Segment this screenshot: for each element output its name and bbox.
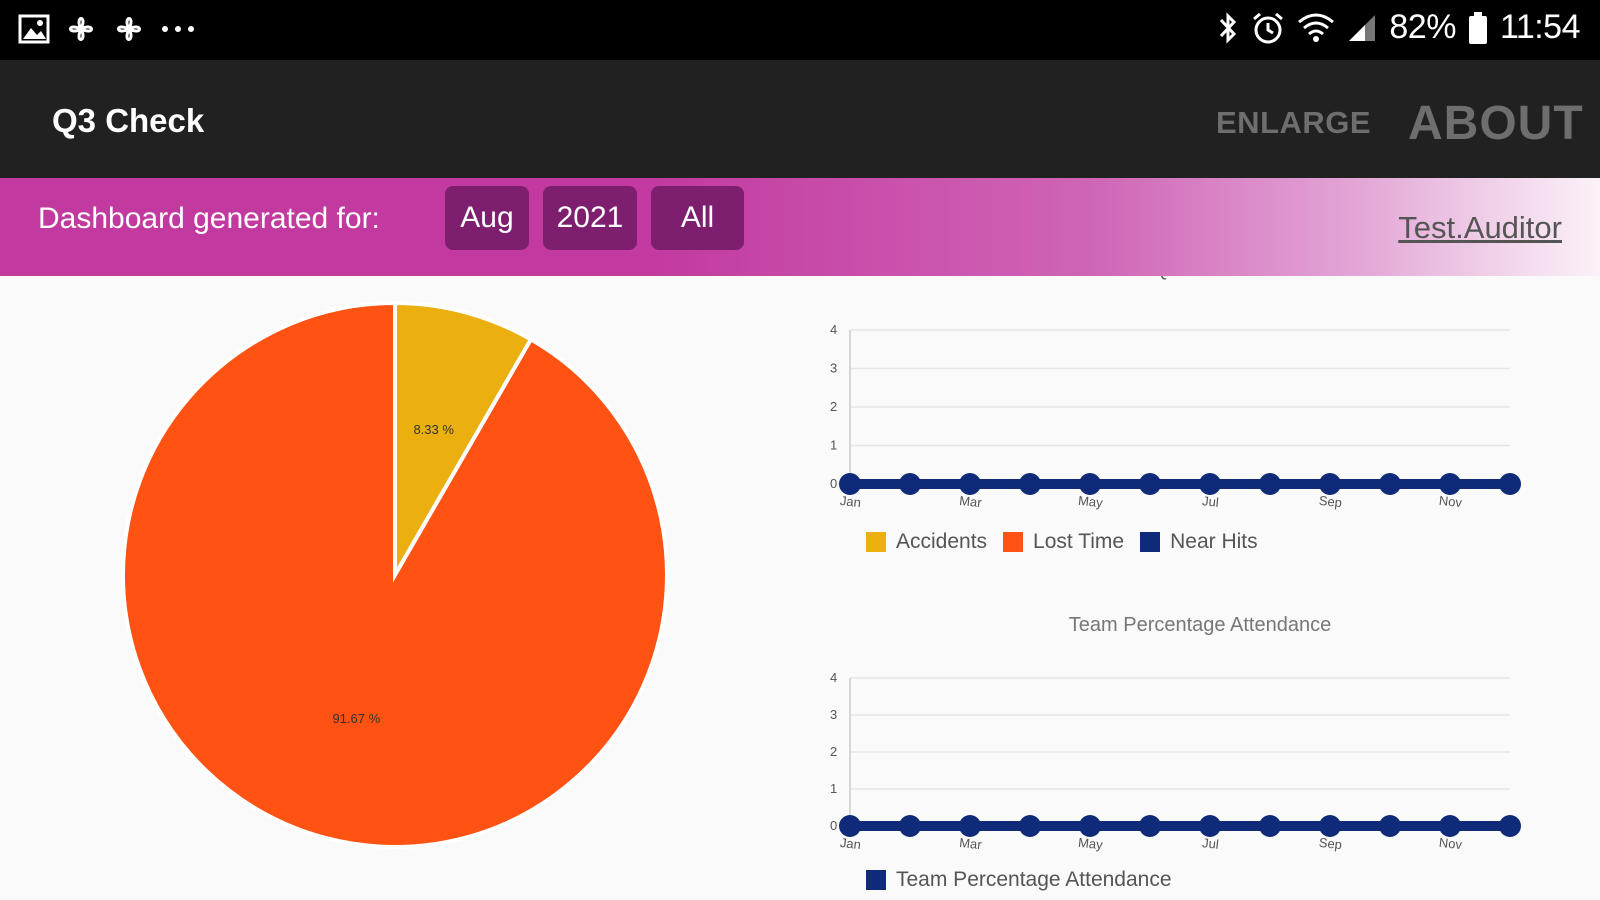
bluetooth-icon xyxy=(1220,11,1237,44)
x-tick-label: Jan xyxy=(839,493,861,510)
x-tick-label: Jul xyxy=(1201,835,1219,852)
legend-label: Near Hits xyxy=(1170,530,1258,553)
app-title: Q3 Check xyxy=(52,102,205,139)
x-tick-label: May xyxy=(1077,835,1103,853)
pie-chart-svg: 8.33 % 91.67 % xyxy=(121,300,669,849)
data-point[interactable] xyxy=(1379,815,1401,837)
data-point[interactable] xyxy=(1079,815,1101,837)
year-selector[interactable]: 2021 xyxy=(543,186,637,250)
about-button[interactable]: ABOUT xyxy=(1408,97,1584,150)
clock: 11:54 xyxy=(1499,8,1581,46)
data-point[interactable] xyxy=(1199,473,1221,495)
y-tick-label: 3 xyxy=(830,361,837,376)
user-link[interactable]: Test.Auditor xyxy=(1398,210,1562,245)
attendance-legend: Team Percentage Attendance xyxy=(866,868,1172,892)
y-tick-label: 0 xyxy=(830,476,837,491)
data-point[interactable] xyxy=(1499,815,1521,837)
data-point[interactable] xyxy=(1379,473,1401,495)
attendance-line-chart: 0 1 2 3 4 Jan Mar May Jul Sep Nov Team Percentage … xyxy=(830,670,1570,900)
data-point[interactable] xyxy=(1319,815,1341,837)
legend-swatch xyxy=(866,870,886,890)
data-point[interactable] xyxy=(1499,473,1521,495)
data-point[interactable] xyxy=(1019,473,1041,495)
legend-item[interactable]: Lost Time xyxy=(1003,530,1124,554)
x-tick-label: Sep xyxy=(1318,493,1343,510)
attendance-line-chart-svg: 0 1 2 3 4 Jan Mar May Jul Sep Nov xyxy=(830,670,1521,853)
x-tick-label: Mar xyxy=(959,835,984,852)
alarm-icon xyxy=(1253,12,1284,43)
qhse-line-chart: 0 1 2 3 4 Jan Mar May Jul Sep Nov QHSE Accidents Los… xyxy=(830,260,1570,576)
y-tick-label: 0 xyxy=(830,818,837,833)
data-point[interactable] xyxy=(1139,473,1161,495)
data-point[interactable] xyxy=(1079,473,1101,495)
gallery-icon xyxy=(18,14,50,44)
legend-label: Team Percentage Attendance xyxy=(896,868,1172,891)
data-point[interactable] xyxy=(1259,815,1281,837)
pinwheel-icon xyxy=(117,17,141,41)
pie-slice[interactable] xyxy=(121,300,669,849)
pie-chart: 8.33 % 91.67 % xyxy=(120,300,680,860)
y-tick-label: 4 xyxy=(830,322,837,337)
legend-swatch xyxy=(866,532,886,552)
wifi-icon xyxy=(1298,13,1335,42)
data-point[interactable] xyxy=(959,815,981,837)
legend-item[interactable]: Near Hits xyxy=(1140,530,1258,554)
y-tick-label: 1 xyxy=(830,781,837,796)
enlarge-button[interactable]: ENLARGE xyxy=(1216,105,1372,140)
data-point[interactable] xyxy=(1199,815,1221,837)
x-tick-label: Mar xyxy=(959,493,984,510)
data-point[interactable] xyxy=(1139,815,1161,837)
x-tick-label: Jan xyxy=(839,835,861,852)
dashboard-label: Dashboard generated for: xyxy=(38,202,380,235)
pie-slice-label: 91.67 % xyxy=(332,711,380,726)
legend-label: Accidents xyxy=(896,530,988,553)
y-tick-label: 2 xyxy=(830,399,837,414)
data-point[interactable] xyxy=(839,815,861,837)
data-point[interactable] xyxy=(1259,473,1281,495)
signal-icon xyxy=(1349,14,1376,41)
pinwheel-icon xyxy=(69,17,93,41)
qhse-line-chart-svg: 0 1 2 3 4 Jan Mar May Jul Sep Nov QHSE xyxy=(830,260,1521,511)
legend-item[interactable]: Team Percentage Attendance xyxy=(866,868,1172,892)
y-tick-label: 3 xyxy=(830,707,837,722)
x-tick-label: Nov xyxy=(1438,835,1463,852)
legend-swatch xyxy=(1003,532,1024,552)
battery-icon xyxy=(1468,11,1487,44)
more-dots-icon xyxy=(162,26,194,32)
data-point[interactable] xyxy=(1019,815,1041,837)
legend-swatch xyxy=(1140,532,1161,552)
pie-slice[interactable] xyxy=(393,300,534,583)
battery-percent: 82% xyxy=(1389,8,1456,46)
x-tick-label: Jul xyxy=(1201,493,1219,510)
x-tick-label: May xyxy=(1077,493,1103,511)
dashboard-header: Dashboard generated for: Aug 2021 All Te… xyxy=(0,178,1600,276)
status-bar: 82% 11:54 xyxy=(0,0,1600,60)
attendance-chart-title: Team Percentage Attendance xyxy=(1068,614,1332,636)
legend-item[interactable]: Accidents xyxy=(866,530,987,554)
data-point[interactable] xyxy=(1439,815,1461,837)
legend-label: Lost Time xyxy=(1033,530,1125,553)
qhse-chart-title: QHSE xyxy=(1154,276,1205,280)
data-point[interactable] xyxy=(899,815,921,837)
x-tick-label: Nov xyxy=(1438,493,1463,510)
x-tick-label: Sep xyxy=(1318,835,1343,852)
y-tick-label: 2 xyxy=(830,744,837,759)
y-tick-label: 1 xyxy=(830,438,837,453)
data-point[interactable] xyxy=(1439,473,1461,495)
data-point[interactable] xyxy=(899,473,921,495)
data-point[interactable] xyxy=(839,473,861,495)
qhse-legend: Accidents Lost Time Near Hits xyxy=(866,530,1258,554)
data-point[interactable] xyxy=(959,473,981,495)
y-tick-label: 4 xyxy=(830,670,837,685)
app-bar: Q3 Check ENLARGE ABOUT xyxy=(0,60,1600,178)
data-point[interactable] xyxy=(1319,473,1341,495)
pie-slice-label: 8.33 % xyxy=(413,422,454,437)
scope-selector[interactable]: All xyxy=(651,186,744,250)
month-selector[interactable]: Aug xyxy=(445,186,529,250)
